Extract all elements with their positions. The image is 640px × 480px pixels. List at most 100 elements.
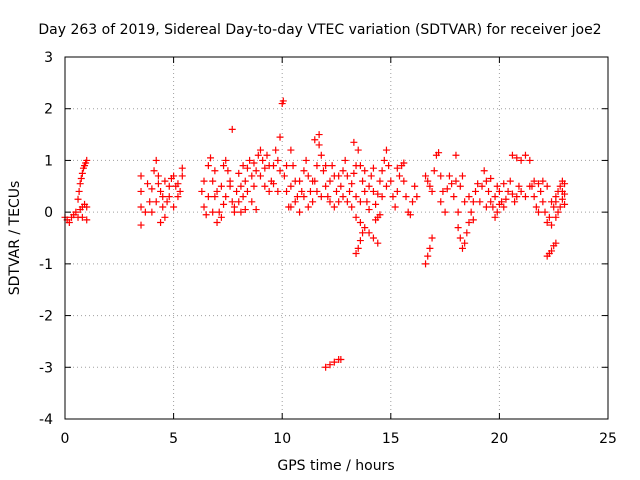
data-point-marker bbox=[369, 164, 377, 172]
data-point-marker bbox=[556, 182, 564, 190]
data-point-marker bbox=[256, 172, 264, 180]
data-point-marker bbox=[558, 195, 566, 203]
data-point-marker bbox=[508, 190, 516, 198]
data-point-marker bbox=[226, 177, 234, 185]
data-point-marker bbox=[376, 177, 384, 185]
data-point-marker bbox=[456, 234, 464, 242]
data-point-marker bbox=[220, 162, 228, 170]
data-point-marker bbox=[343, 172, 351, 180]
data-point-marker bbox=[361, 187, 369, 195]
data-point-marker bbox=[72, 208, 80, 216]
data-point-marker bbox=[178, 172, 186, 180]
data-point-marker bbox=[198, 187, 206, 195]
data-point-marker bbox=[482, 203, 490, 211]
data-point-marker bbox=[382, 182, 390, 190]
data-point-marker bbox=[352, 193, 360, 201]
data-point-marker bbox=[495, 187, 503, 195]
data-point-marker bbox=[552, 213, 560, 221]
data-point-marker bbox=[243, 187, 251, 195]
data-point-marker bbox=[243, 164, 251, 172]
data-point-marker bbox=[537, 187, 545, 195]
x-tick-label: 25 bbox=[599, 431, 617, 447]
data-point-marker bbox=[272, 146, 280, 154]
data-point-marker bbox=[422, 172, 430, 180]
data-point-marker bbox=[506, 177, 514, 185]
data-point-marker bbox=[391, 203, 399, 211]
data-point-marker bbox=[220, 200, 228, 208]
data-point-marker bbox=[259, 156, 267, 164]
data-point-marker bbox=[213, 218, 221, 226]
data-point-marker bbox=[369, 234, 377, 242]
data-point-marker bbox=[558, 177, 566, 185]
data-point-marker bbox=[137, 172, 145, 180]
axis-ticks bbox=[64, 56, 609, 420]
data-point-marker bbox=[78, 213, 86, 221]
x-tick-label: 5 bbox=[169, 431, 178, 447]
data-point-marker bbox=[178, 164, 186, 172]
x-tick-label: 15 bbox=[382, 431, 400, 447]
data-point-marker bbox=[274, 156, 282, 164]
data-point-marker bbox=[458, 172, 466, 180]
data-point-marker bbox=[552, 239, 560, 247]
data-point-marker bbox=[352, 250, 360, 258]
data-point-marker bbox=[339, 167, 347, 175]
data-point-marker bbox=[233, 187, 241, 195]
data-point-marker bbox=[78, 169, 86, 177]
data-point-marker bbox=[500, 203, 508, 211]
data-point-marker bbox=[235, 198, 243, 206]
data-point-marker bbox=[222, 193, 230, 201]
data-point-marker bbox=[328, 162, 336, 170]
y-tick-label: -3 bbox=[39, 360, 53, 376]
data-point-marker bbox=[454, 224, 462, 232]
data-point-marker bbox=[209, 208, 217, 216]
data-point-marker bbox=[395, 172, 403, 180]
data-point-marker bbox=[239, 193, 247, 201]
data-point-marker bbox=[287, 203, 295, 211]
data-point-marker bbox=[450, 193, 458, 201]
data-point-marker bbox=[556, 203, 564, 211]
x-axis-label: GPS time / hours bbox=[277, 458, 394, 474]
data-point-marker bbox=[428, 187, 436, 195]
data-point-marker bbox=[365, 182, 373, 190]
plot-frame bbox=[64, 56, 609, 420]
data-point-marker bbox=[289, 162, 297, 170]
data-point-marker bbox=[539, 177, 547, 185]
data-point-marker bbox=[400, 177, 408, 185]
data-point-marker bbox=[428, 234, 436, 242]
data-point-marker bbox=[480, 167, 488, 175]
data-point-marker bbox=[439, 187, 447, 195]
data-point-marker bbox=[74, 195, 82, 203]
x-tick-label: 0 bbox=[61, 431, 70, 447]
data-point-marker bbox=[393, 164, 401, 172]
data-point-marker bbox=[515, 182, 523, 190]
data-point-marker bbox=[298, 187, 306, 195]
data-point-marker bbox=[83, 203, 91, 211]
data-point-marker bbox=[335, 198, 343, 206]
data-point-marker bbox=[279, 97, 287, 105]
data-point-marker bbox=[359, 177, 367, 185]
data-point-marker bbox=[157, 218, 165, 226]
data-point-marker bbox=[548, 247, 556, 255]
data-point-marker bbox=[317, 193, 325, 201]
data-point-marker bbox=[274, 187, 282, 195]
data-point-marker bbox=[409, 198, 417, 206]
data-point-marker bbox=[452, 177, 460, 185]
data-point-marker bbox=[296, 208, 304, 216]
data-point-marker bbox=[270, 162, 278, 170]
data-point-marker bbox=[422, 260, 430, 268]
data-point-marker bbox=[263, 151, 271, 159]
data-point-marker bbox=[326, 177, 334, 185]
data-point-marker bbox=[83, 216, 91, 224]
data-point-marker bbox=[521, 151, 529, 159]
data-point-marker bbox=[443, 185, 451, 193]
data-point-marker bbox=[517, 187, 525, 195]
data-point-marker bbox=[413, 193, 421, 201]
data-point-marker bbox=[441, 208, 449, 216]
data-point-marker bbox=[276, 167, 284, 175]
data-point-marker bbox=[502, 195, 510, 203]
data-point-marker bbox=[137, 187, 145, 195]
data-point-marker bbox=[204, 193, 212, 201]
data-point-marker bbox=[372, 216, 380, 224]
data-point-marker bbox=[361, 224, 369, 232]
